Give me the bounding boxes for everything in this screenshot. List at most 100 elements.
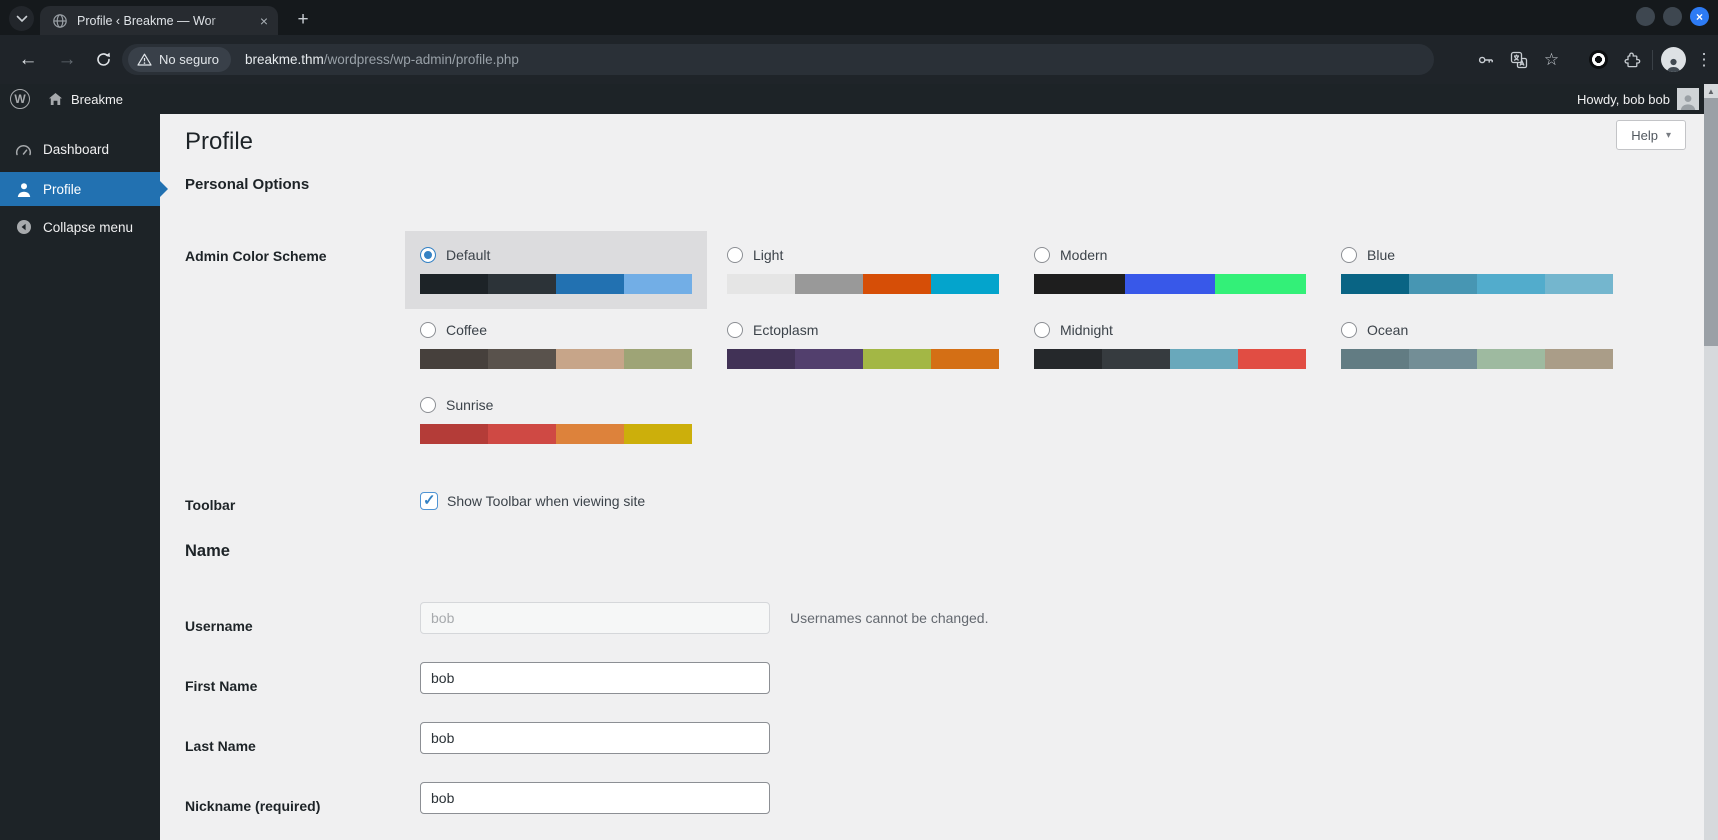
radio-unchecked-icon[interactable] [1341,247,1357,263]
translate-icon[interactable] [1502,35,1535,84]
url-path: /wordpress/wp-admin/profile.php [323,52,519,67]
url-host: breakme.thm [244,52,324,67]
color-scheme-swatches [727,349,999,369]
sidebar-item-dashboard[interactable]: Dashboard [0,132,160,166]
globe-favicon-icon [52,13,68,29]
username-note: Usernames cannot be changed. [790,610,989,626]
url-text: breakme.thm/wordpress/wp-admin/profile.p… [245,52,519,67]
color-swatch [624,424,692,444]
color-scheme-radio-row: Ocean [1341,319,1613,341]
color-scheme-swatches [1034,349,1306,369]
tab-search-button[interactable] [9,6,34,31]
profile-avatar-icon[interactable] [1657,35,1690,84]
back-icon[interactable]: ← [18,48,38,70]
window-maximize-button[interactable] [1663,7,1682,26]
color-scheme-name: Default [446,247,491,263]
first-name-input[interactable] [420,662,770,694]
color-scheme-swatches [1341,274,1613,294]
color-scheme-name: Blue [1367,247,1396,263]
color-scheme-name: Midnight [1060,322,1113,338]
color-swatch [1124,274,1216,294]
extension-record-icon[interactable] [1582,35,1615,84]
page-scrollbar[interactable]: ▲ [1704,84,1718,840]
help-button[interactable]: Help ▾ [1616,120,1686,150]
color-swatch [1477,274,1545,294]
sidebar-item-label: Collapse menu [43,219,134,235]
color-scheme-option-midnight[interactable]: Midnight [1034,319,1306,369]
checkbox-checked-icon[interactable]: ✓ [420,492,438,510]
site-name: Breakme [71,91,124,107]
reload-icon[interactable] [88,35,118,84]
color-scheme-option-ocean[interactable]: Ocean [1341,319,1613,369]
color-swatch [931,349,999,369]
page-title: Profile [185,128,254,155]
color-scheme-radio-row: Modern [1034,244,1306,266]
admin-bar-site-link[interactable]: Breakme [48,92,123,107]
scrollbar-thumb[interactable] [1704,98,1718,346]
color-scheme-option-blue[interactable]: Blue [1341,244,1613,294]
color-scheme-option-default[interactable]: Default [405,231,707,309]
howdy-text: Howdy, bob bob [1577,91,1670,107]
security-chip[interactable]: No seguro [128,47,231,72]
personal-options-heading: Personal Options [185,176,310,193]
toolbar-label: Toolbar [185,497,236,513]
name-heading: Name [185,542,230,560]
warning-icon [137,53,152,66]
color-scheme-radio-row: Blue [1341,244,1613,266]
scrollbar-up-arrow[interactable]: ▲ [1707,86,1715,96]
window-minimize-button[interactable] [1636,7,1655,26]
browser-tab[interactable]: Profile ‹ Breakme — Wor × [40,6,278,35]
color-swatch [1477,349,1545,369]
menu-dots-icon[interactable]: ⋮ [1695,49,1713,69]
radio-unchecked-icon[interactable] [1034,247,1050,263]
color-swatch [420,349,488,369]
radio-unchecked-icon[interactable] [420,322,436,338]
admin-color-scheme-label: Admin Color Scheme [185,248,327,264]
radio-unchecked-icon[interactable] [1341,322,1357,338]
color-scheme-option-modern[interactable]: Modern [1034,244,1307,294]
nickname-input[interactable] [420,782,770,814]
window-close-button[interactable]: × [1690,7,1709,26]
color-scheme-option-coffee[interactable]: Coffee [420,319,692,369]
radio-unchecked-icon[interactable] [727,247,743,263]
browser-toolbar: ← → No seguro breakme.thm/wordpress/wp-a… [0,35,1718,84]
last-name-input[interactable] [420,722,770,754]
radio-unchecked-icon[interactable] [420,397,436,413]
color-scheme-name: Ectoplasm [753,322,819,338]
color-scheme-grid: Default Light Modern Blue Coffee Ectoplasm Mid… [405,231,1613,444]
admin-bar-account[interactable]: Howdy, bob bob [1577,88,1699,110]
radio-checked-icon[interactable] [420,247,436,263]
new-tab-button[interactable]: + [297,9,309,30]
user-avatar [1677,88,1699,110]
key-icon[interactable] [1469,35,1502,84]
last-name-label: Last Name [185,738,256,754]
toolbar-divider [1652,49,1653,70]
bookmark-star-icon[interactable]: ☆ [1543,49,1560,69]
color-scheme-name: Sunrise [446,397,494,413]
forward-icon[interactable]: → [57,48,77,70]
sidebar-item-collapse-menu[interactable]: Collapse menu [0,210,160,244]
color-scheme-option-ectoplasm[interactable]: Ectoplasm [727,319,999,369]
color-scheme-radio-row: Ectoplasm [727,319,999,341]
color-swatch [931,274,999,294]
collapse-arrow-icon [14,219,33,235]
tab-close-icon[interactable]: × [259,12,268,29]
last-name-row [420,722,770,754]
sidebar-item-profile[interactable]: Profile [0,172,168,206]
extensions-puzzle-icon[interactable] [1615,35,1648,84]
color-swatch [1545,349,1613,369]
color-scheme-name: Coffee [446,322,487,338]
wordpress-logo-icon[interactable]: W [10,89,30,109]
show-toolbar-option[interactable]: ✓ Show Toolbar when viewing site [420,492,645,510]
radio-unchecked-icon[interactable] [1034,322,1050,338]
color-scheme-option-light[interactable]: Light [727,244,999,294]
color-scheme-option-sunrise[interactable]: Sunrise [420,394,692,444]
radio-unchecked-icon[interactable] [727,322,743,338]
nickname-label: Nickname (required) [185,798,321,814]
security-label: No seguro [159,52,219,67]
address-bar[interactable]: No seguro breakme.thm/wordpress/wp-admin… [122,44,1434,75]
sidebar-item-label: Dashboard [43,141,110,157]
help-label: Help [1631,127,1658,143]
nickname-row [420,782,770,814]
